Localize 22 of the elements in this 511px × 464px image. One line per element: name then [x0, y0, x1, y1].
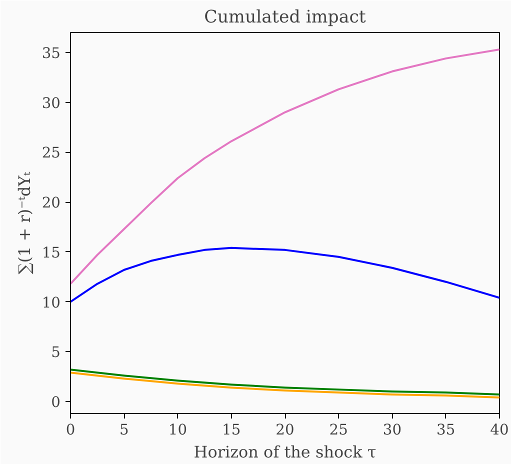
x-tick-label: 25: [329, 422, 348, 438]
chart-title: Cumulated impact: [204, 8, 366, 28]
y-tick-label: 25: [42, 144, 61, 162]
x-tick-label: 35: [436, 422, 456, 438]
x-tick-label: 30: [382, 422, 402, 438]
y-tick-label: 5: [51, 344, 61, 362]
x-tick-label: 20: [276, 422, 294, 438]
line-series: [70, 246, 500, 303]
x-tick-label: 40: [490, 422, 509, 438]
y-tick-label: 10: [42, 294, 61, 312]
y-tick-label: 0: [51, 394, 61, 412]
line-series: [70, 48, 500, 285]
y-tick-label: 15: [42, 244, 61, 262]
x-tick-label: 0: [66, 422, 76, 438]
y-tick-label: 30: [42, 94, 61, 112]
x-tick-label: 10: [168, 422, 188, 438]
x-tick-label: 15: [222, 422, 241, 438]
y-axis-title: ∑(1 + r)⁻ᵗdYₜ: [14, 172, 34, 274]
x-axis-title: Horizon of the shock τ: [194, 442, 376, 462]
y-tick-label: 20: [42, 194, 61, 212]
y-tick-label: 35: [42, 44, 61, 62]
x-tick-label: 5: [119, 422, 129, 438]
